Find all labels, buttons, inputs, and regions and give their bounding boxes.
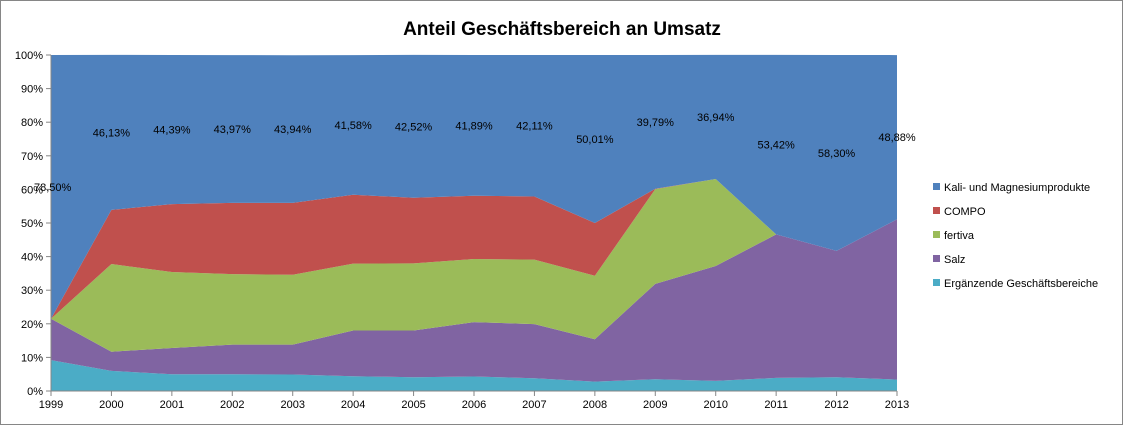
area-layers — [51, 54, 897, 391]
data-label: 39,79% — [637, 117, 675, 129]
legend-item: fertiva — [933, 230, 975, 242]
x-tick-label: 2003 — [280, 399, 304, 411]
legend-swatch — [933, 183, 940, 190]
legend-label: Kali- und Magnesiumprodukte — [944, 182, 1090, 194]
x-tick-label: 2012 — [824, 399, 848, 411]
y-tick-label: 70% — [21, 151, 43, 163]
legend-label: Salz — [944, 254, 965, 266]
y-tick-label: 60% — [21, 184, 43, 196]
data-labels: 78,50% 46,13% 44,39% 43,97% 43,94% 41,58% 42,5… — [34, 112, 916, 194]
legend-item: COMPO — [933, 206, 986, 218]
area-salz — [51, 219, 897, 382]
data-label: 53,42% — [757, 140, 795, 152]
x-tick-label: 2011 — [764, 399, 788, 411]
legend-label: fertiva — [944, 230, 975, 242]
legend-swatch — [933, 279, 940, 286]
x-tick-label: 2004 — [341, 399, 365, 411]
x-tick-label: 1999 — [39, 399, 63, 411]
data-label: 78,50% — [34, 182, 72, 194]
x-tick-label: 2009 — [643, 399, 667, 411]
x-tick-label: 2001 — [160, 399, 184, 411]
y-tick-label: 40% — [21, 252, 43, 264]
area-fertiva — [51, 178, 897, 352]
data-label: 41,89% — [455, 120, 493, 132]
x-tick-label: 2005 — [401, 399, 425, 411]
area-compo — [51, 178, 897, 319]
legend-item: Ergänzende Geschäftsbereiche — [933, 278, 1098, 290]
y-tick-label: 80% — [21, 117, 43, 129]
y-tick-label: 100% — [15, 50, 43, 62]
x-tick-label: 2013 — [885, 399, 909, 411]
data-label: 48,88% — [878, 132, 916, 144]
legend-label: COMPO — [944, 206, 986, 218]
x-tick-label: 2002 — [220, 399, 244, 411]
data-label: 43,94% — [274, 124, 312, 136]
x-tick-label: 2006 — [462, 399, 486, 411]
axes: 0% 10% 20% 30% 40% 50% 60% 70% 80% 90% 100% 1999 200… — [15, 50, 909, 411]
legend-swatch — [933, 231, 940, 238]
legend-item: Kali- und Magnesiumprodukte — [933, 182, 1090, 194]
data-label: 42,11% — [516, 121, 553, 133]
data-label: 41,58% — [334, 120, 372, 132]
area-erg-nzende-gesch-ftsbereiche — [51, 360, 897, 391]
legend: Kali- und Magnesiumprodukte COMPO fertiva S… — [933, 182, 1098, 290]
y-tick-label: 90% — [21, 84, 43, 96]
legend-item: Salz — [933, 254, 965, 266]
data-label: 36,94% — [697, 112, 735, 124]
data-label: 43,97% — [214, 124, 252, 136]
y-tick-label: 50% — [21, 218, 43, 230]
chart-title: Anteil Geschäftsbereich an Umsatz — [403, 19, 721, 40]
legend-label: Ergänzende Geschäftsbereiche — [944, 278, 1098, 290]
data-label: 58,30% — [818, 148, 856, 160]
data-label: 50,01% — [576, 134, 614, 146]
y-tick-label: 10% — [21, 352, 43, 364]
data-label: 46,13% — [93, 127, 131, 139]
x-tick-label: 2008 — [583, 399, 607, 411]
legend-swatch — [933, 255, 940, 262]
y-tick-label: 20% — [21, 319, 43, 331]
y-tick-label: 30% — [21, 285, 43, 297]
y-tick-label: 0% — [27, 386, 43, 398]
x-tick-label: 2010 — [703, 399, 727, 411]
data-label: 42,52% — [395, 121, 433, 133]
data-label: 44,39% — [153, 125, 191, 137]
area-kali-und-magnesiumprodukte — [51, 54, 897, 319]
x-tick-label: 2000 — [99, 399, 123, 411]
x-tick-label: 2007 — [522, 399, 546, 411]
legend-swatch — [933, 207, 940, 214]
